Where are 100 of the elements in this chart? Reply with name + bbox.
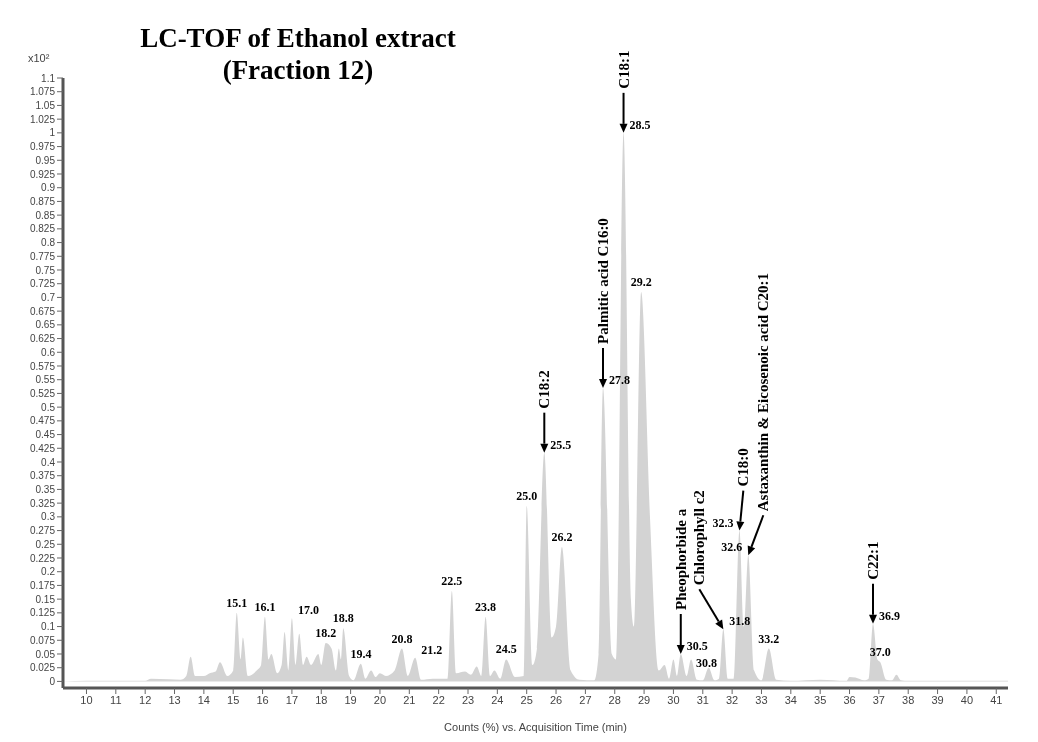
- x-tick-label: 18: [315, 693, 328, 706]
- y-tick-label: 0.225: [29, 552, 56, 564]
- x-tick-label: 34: [784, 693, 797, 706]
- y-tick-label: 0.6: [41, 346, 56, 358]
- annotation: C18:2: [536, 370, 553, 409]
- y-tick-label: 0.425: [29, 442, 56, 454]
- x-tick-label: 12: [139, 693, 152, 706]
- x-tick-label: 31: [696, 693, 709, 706]
- y-tick-label: 0.4: [41, 456, 56, 468]
- x-tick-label: 20: [373, 693, 387, 706]
- annotation: 25.0: [516, 488, 538, 503]
- annotation: 32.6: [721, 540, 743, 555]
- x-tick-label: 15: [227, 693, 240, 706]
- y-tick-label: 0.35: [35, 483, 56, 495]
- annotation: 31.8: [729, 614, 751, 629]
- y-tick-label: 0.05: [35, 648, 56, 660]
- x-tick-label: 30: [667, 693, 680, 706]
- y-tick-label: 0.25: [35, 538, 56, 550]
- annotation: 22.5: [441, 573, 463, 588]
- y-tick-label: 0.75: [35, 264, 56, 276]
- annotation: 18.2: [315, 626, 337, 641]
- y-axis-title: x10²: [28, 52, 50, 64]
- annotation: 16.1: [254, 599, 276, 614]
- x-tick-label: 39: [931, 693, 944, 706]
- x-tick-label: 28: [608, 693, 621, 706]
- y-tick-label: 0.45: [35, 429, 56, 441]
- y-tick-label: 0.55: [35, 374, 56, 386]
- y-tick-label: 0.525: [29, 387, 56, 399]
- x-tick-label: 10: [80, 693, 93, 706]
- y-tick-label: 0.075: [29, 634, 56, 646]
- x-tick-label: 22: [432, 693, 445, 706]
- annotation: 36.9: [879, 608, 900, 623]
- y-tick-label: 0.775: [29, 250, 56, 262]
- y-tick-label: 0.675: [29, 305, 56, 317]
- y-tick-label: 1.1: [41, 72, 56, 84]
- chart-title: LC-TOF of Ethanol extract: [139, 22, 457, 54]
- annotation: 25.5: [550, 437, 572, 452]
- y-tick-label: 1: [49, 127, 56, 139]
- annotation: 32.3: [712, 515, 734, 530]
- x-tick-label: 24: [491, 693, 504, 706]
- x-tick-label: 40: [960, 693, 974, 706]
- y-tick-label: 0: [49, 675, 56, 687]
- y-tick-label: 0.975: [29, 141, 56, 153]
- annotation: 29.2: [630, 274, 652, 289]
- y-tick-label: 0.025: [29, 662, 56, 674]
- x-tick-label: 16: [256, 693, 269, 706]
- y-tick-label: 0.925: [29, 168, 56, 180]
- y-tick-label: 0.8: [41, 237, 56, 249]
- annotation: 33.2: [758, 631, 780, 646]
- x-axis-title: Counts (%) vs. Acquisition Time (min): [444, 721, 627, 733]
- y-tick-label: 0.275: [29, 525, 56, 537]
- y-tick-label: 0.1: [41, 621, 56, 633]
- annotation: 30.8: [696, 656, 718, 671]
- annotation: 20.8: [391, 631, 413, 646]
- y-tick-label: 0.875: [29, 195, 56, 207]
- y-tick-label: 0.125: [29, 607, 56, 619]
- y-tick-label: 1.05: [35, 99, 56, 111]
- annotation: 28.5: [629, 117, 651, 132]
- annotation: Palmitic acid C16:0: [595, 218, 611, 344]
- x-tick-label: 41: [990, 693, 1003, 706]
- x-tick-label: 33: [755, 693, 768, 706]
- y-tick-label: 0.325: [29, 497, 56, 509]
- annotation: Chlorophyll c2: [691, 490, 708, 586]
- x-tick-label: 21: [403, 693, 416, 706]
- annotation: Astaxanthin & Eicosenoic acid C20:1: [755, 272, 772, 512]
- annotation: 27.8: [609, 372, 630, 387]
- annotation: 19.4: [350, 646, 372, 661]
- x-tick-label: 36: [843, 693, 856, 706]
- x-tick-label: 27: [579, 693, 592, 706]
- x-tick-label: 35: [814, 693, 827, 706]
- annotation: 24.5: [495, 642, 517, 657]
- y-tick-label: 0.5: [41, 401, 56, 413]
- y-tick-label: 0.15: [35, 593, 56, 605]
- x-tick-label: 19: [344, 693, 357, 706]
- annotation: C18:1: [615, 50, 632, 89]
- x-tick-label: 37: [872, 693, 885, 706]
- y-tick-label: 1.075: [29, 86, 56, 98]
- annotation: 15.1: [226, 595, 248, 610]
- x-tick-label: 25: [520, 693, 533, 706]
- annotation: 21.2: [421, 642, 443, 657]
- y-tick-label: 0.95: [35, 154, 56, 166]
- y-tick-label: 0.625: [29, 333, 56, 345]
- annotation: C18:0: [735, 448, 752, 487]
- y-tick-label: 0.375: [29, 470, 56, 482]
- x-tick-label: 38: [902, 693, 915, 706]
- x-tick-label: 14: [197, 693, 210, 706]
- y-tick-label: 0.475: [29, 415, 56, 427]
- y-tick-label: 0.65: [35, 319, 56, 331]
- annotation: 26.2: [551, 530, 573, 545]
- x-tick-label: 11: [110, 693, 122, 706]
- y-tick-label: 0.575: [29, 360, 56, 372]
- y-tick-label: 0.85: [35, 209, 56, 221]
- y-tick-label: 0.3: [41, 511, 56, 523]
- x-tick-label: 29: [637, 693, 651, 706]
- y-tick-label: 0.825: [29, 223, 56, 235]
- annotation: 23.8: [475, 599, 497, 614]
- y-tick-label: 1.025: [29, 113, 56, 125]
- x-tick-label: 17: [285, 693, 299, 706]
- annotation: 37.0: [869, 645, 891, 660]
- x-tick-label: 13: [168, 693, 181, 706]
